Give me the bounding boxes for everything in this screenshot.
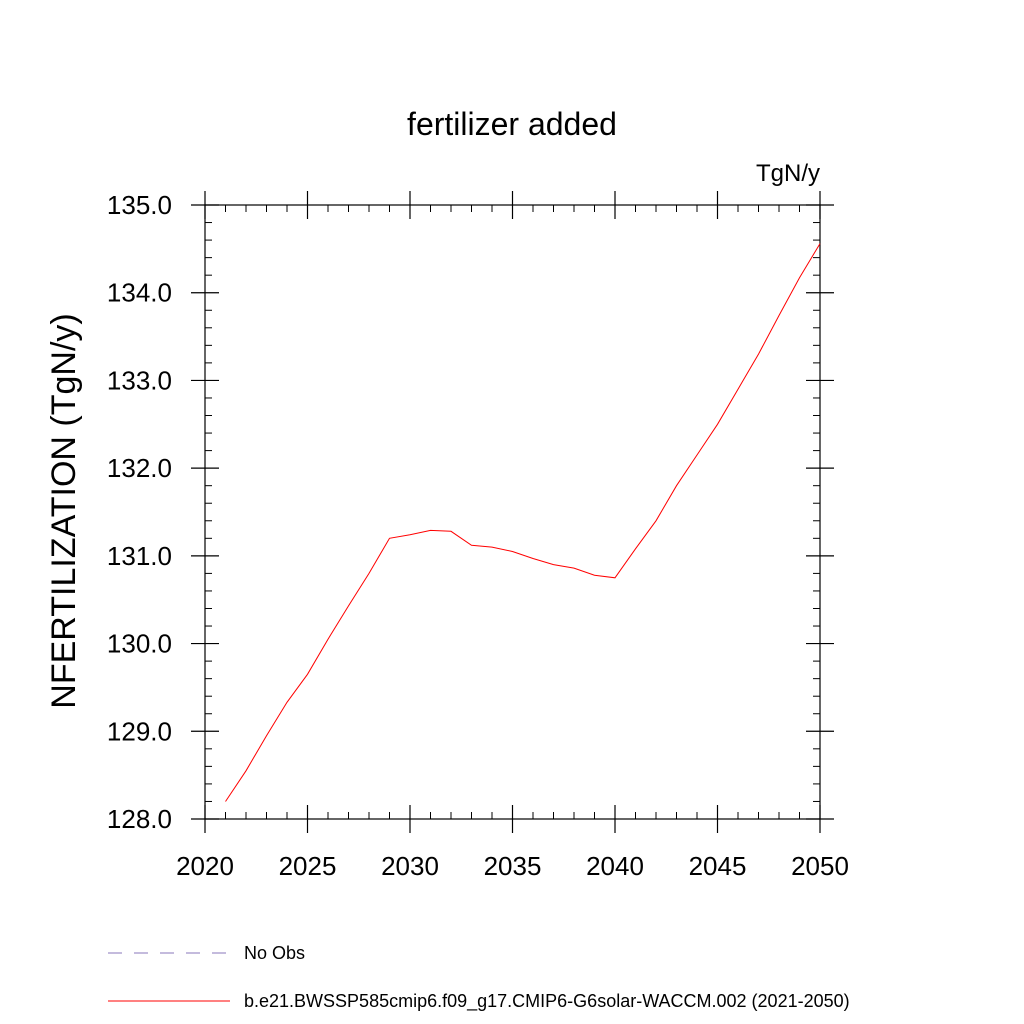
y-tick-label: 131.0 bbox=[107, 541, 172, 571]
legend-label-model: b.e21.BWSSP585cmip6.f09_g17.CMIP6-G6sola… bbox=[244, 991, 850, 1012]
legend-label-no-obs: No Obs bbox=[244, 943, 305, 963]
y-axis-label: NFERTILIZATION (TgN/y) bbox=[45, 313, 83, 708]
x-tick-label: 2040 bbox=[586, 851, 644, 881]
y-tick-label: 134.0 bbox=[107, 278, 172, 308]
x-tick-label: 2050 bbox=[791, 851, 849, 881]
x-tick-label: 2030 bbox=[381, 851, 439, 881]
x-tick-label: 2045 bbox=[689, 851, 747, 881]
minor-ticks bbox=[205, 205, 820, 819]
chart-title: fertilizer added bbox=[407, 106, 617, 142]
series-group bbox=[225, 243, 821, 802]
x-tick-label: 2035 bbox=[484, 851, 542, 881]
y-tick-label: 129.0 bbox=[107, 716, 172, 746]
units-label: TgN/y bbox=[756, 160, 820, 187]
y-tick-label: 130.0 bbox=[107, 629, 172, 659]
y-tick-label: 135.0 bbox=[107, 190, 172, 220]
x-tick-label: 2025 bbox=[279, 851, 337, 881]
y-tick-label: 133.0 bbox=[107, 365, 172, 395]
x-tick-labels: 2020 2025 2030 2035 2040 2045 2050 bbox=[176, 851, 849, 881]
y-tick-label: 132.0 bbox=[107, 453, 172, 483]
series-line bbox=[225, 243, 821, 802]
x-tick-label: 2020 bbox=[176, 851, 234, 881]
y-tick-label: 128.0 bbox=[107, 804, 172, 834]
y-tick-labels: 128.0 129.0 130.0 131.0 132.0 133.0 134.0 135.0 bbox=[107, 190, 172, 834]
legend: No Obs b.e21.BWSSP585cmip6.f09_g17.CMIP6… bbox=[108, 943, 850, 1012]
plot-frame bbox=[204, 204, 821, 820]
major-ticks bbox=[191, 191, 834, 833]
